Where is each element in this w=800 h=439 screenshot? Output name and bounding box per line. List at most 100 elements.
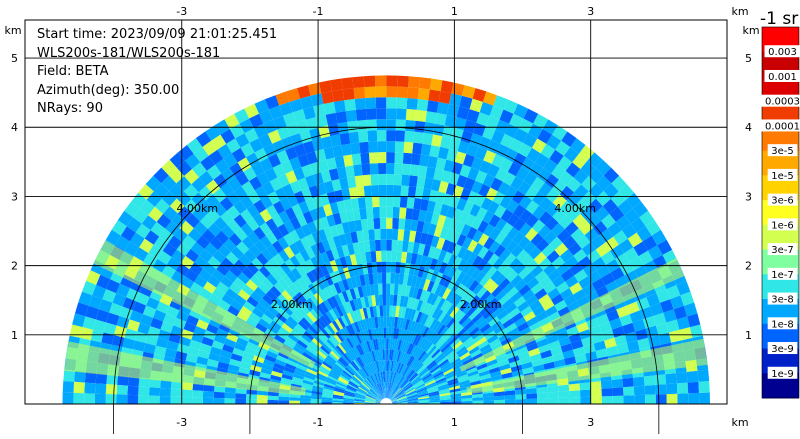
radar-gate-cell: [396, 97, 407, 109]
radar-gate-cell: [424, 122, 435, 134]
radar-gate-cell: [181, 397, 192, 404]
radar-gate-cell: [383, 305, 386, 316]
colorbar-tick-label: 3e-9: [771, 344, 794, 355]
radar-gate-cell: [350, 143, 360, 155]
radar-gate-cell: [393, 207, 400, 218]
radar-gate-cell: [214, 398, 225, 404]
radar-gate-cell: [526, 399, 537, 404]
radar-gate-cell: [365, 196, 373, 208]
radar-gate-cell: [386, 295, 390, 306]
radar-gate-cell: [612, 387, 623, 396]
radar-gate-cell: [665, 373, 677, 384]
radar-gate-cell: [380, 229, 386, 240]
radar-gate-cell: [401, 175, 410, 187]
radar-gate-cell: [149, 396, 160, 404]
colorbar-tick-label: 0.0003: [765, 97, 800, 108]
y-tick-label-right: 4: [745, 121, 752, 134]
radar-gate-cell: [268, 400, 279, 404]
radar-gate-cell: [378, 152, 387, 163]
radar-gate-cell: [407, 98, 418, 110]
y-tick-label-left: 4: [11, 121, 18, 134]
colorbar-tick-label: 1e-7: [771, 270, 794, 281]
radar-gate-cell: [369, 152, 378, 163]
start-time-text: Start time: 2023/09/09 21:01:25.451: [37, 26, 277, 45]
radar-gate-cell: [366, 207, 374, 219]
radar-gate-cell: [688, 393, 699, 404]
radar-gate-cell: [645, 385, 656, 395]
radar-gate-cell: [422, 133, 433, 145]
radar-gate-cell: [375, 86, 386, 97]
radar-gate-cell: [441, 80, 454, 93]
x-unit-label-bottom: km: [731, 416, 748, 429]
colorbar-tick-label: 3e-8: [771, 295, 794, 306]
radar-gate-cell: [537, 398, 548, 404]
radar-gate-cell: [601, 380, 612, 389]
radar-gate-cell: [377, 130, 386, 141]
radar-gate-cell: [386, 262, 391, 273]
colorbar-tick-label: 3e-5: [771, 146, 794, 157]
radar-gate-cell: [372, 196, 380, 207]
radar-gate-cell: [379, 196, 386, 207]
radar-gate-cell: [439, 91, 452, 104]
colorbar-tick-label: 1e-8: [771, 319, 794, 330]
radar-gate-cell: [138, 395, 149, 404]
radar-gate-cell: [579, 382, 590, 390]
radar-gate-cell: [127, 386, 138, 396]
radar-gate-cell: [386, 185, 394, 196]
radar-gate-cell: [376, 108, 386, 119]
radar-gate-cell: [171, 389, 182, 397]
radar-gate-cell: [74, 382, 85, 394]
radar-gate-cell: [395, 130, 405, 141]
radar-gate-cell: [656, 394, 667, 404]
radar-gate-cell: [397, 87, 408, 99]
radar-gate-cell: [398, 218, 405, 230]
radar-gate-cell: [386, 108, 396, 119]
radar-gate-cell: [376, 119, 386, 130]
x-tick-label-top: 3: [587, 5, 594, 18]
radar-gate-cell: [257, 399, 268, 404]
radar-gate-cell: [677, 383, 688, 394]
radar-gate-cell: [580, 390, 591, 398]
radar-gate-cell: [413, 132, 424, 144]
radar-gate-cell: [379, 295, 383, 306]
radar-gate-cell: [278, 400, 289, 404]
radar-gate-cell: [667, 394, 678, 404]
colorbar-tick-label: 1e-6: [771, 220, 794, 231]
range-ring-label: 4.00km: [554, 202, 596, 215]
radar-gate-cell: [370, 163, 379, 174]
radar-gate-cell: [343, 88, 355, 100]
radar-gate-cell: [386, 196, 393, 207]
radar-gate-cell: [339, 133, 350, 145]
radar-gate-cell: [559, 391, 570, 398]
radar-gate-cell: [268, 396, 279, 401]
radar-gate-cell: [354, 87, 366, 99]
radar-gate-cell: [483, 400, 494, 404]
radar-gate-cell: [395, 152, 404, 163]
y-tick-label-right: 3: [745, 190, 752, 203]
radar-gate-cell: [676, 372, 688, 384]
radar-gate-cell: [548, 392, 559, 399]
radar-gate-cell: [319, 80, 332, 93]
y-tick-label-left: 5: [11, 52, 18, 65]
radar-gate-cell: [396, 119, 406, 131]
y-tick-label-right: 1: [745, 329, 752, 342]
radar-gate-cell: [367, 119, 377, 131]
scan-info-block: Start time: 2023/09/09 21:01:25.451 WLS2…: [37, 26, 277, 119]
radar-gate-cell: [645, 394, 656, 404]
field-text: Field: BETA: [37, 63, 277, 82]
radar-gate-cell: [416, 110, 427, 122]
radar-gate-cell: [370, 174, 378, 185]
radar-gate-cell: [392, 240, 398, 251]
radar-gate-cell: [246, 399, 257, 404]
colorbar-title: -1 sr: [760, 9, 798, 29]
radar-gate-cell: [384, 338, 386, 349]
radar-gate-cell: [405, 120, 416, 132]
radar-gate-cell: [84, 393, 95, 404]
radar-gate-cell: [341, 144, 351, 156]
radar-gate-cell: [391, 251, 397, 262]
radar-gate-cell: [400, 196, 408, 208]
radar-gate-cell: [323, 102, 335, 115]
radar-gate-cell: [336, 111, 348, 123]
radar-gate-cell: [379, 207, 386, 218]
x-tick-label-bottom: 1: [451, 416, 458, 429]
